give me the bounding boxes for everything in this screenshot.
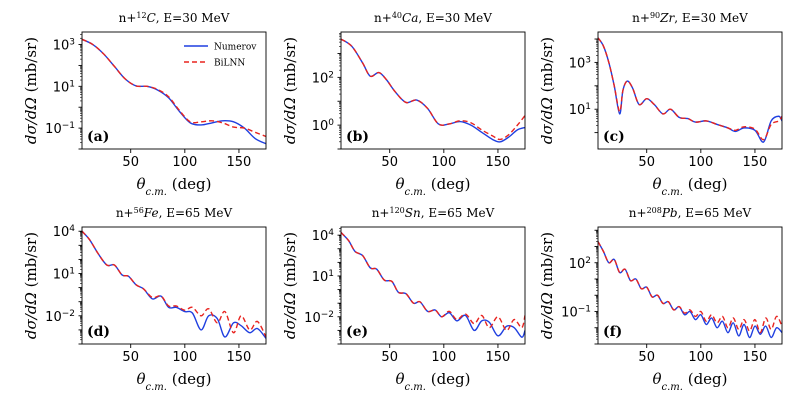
y-tick-label: 10−1 [45, 121, 75, 137]
x-tick-label: 150 [227, 350, 252, 365]
plot-frame [81, 31, 267, 150]
panel-title: n+56Fe, E=65 MeV [116, 206, 233, 221]
x-axis-label: θc.m. (deg) [136, 370, 211, 393]
panel-tag: (a) [87, 129, 109, 145]
series-bilnn-line [598, 241, 782, 334]
panel-tag: (c) [603, 129, 625, 145]
x-tick-label: 100 [688, 350, 713, 365]
series-numerov-line [341, 231, 525, 338]
panel-e: n+120Sn, E=65 MeV 50 100 150 104 101 10−2 θc.m.… [281, 206, 526, 393]
series-numerov-line [82, 38, 266, 145]
panel-c: n+90Zr, E=30 MeV 50 100 150 103 101 θc.m. (deg… [538, 11, 783, 198]
panel-title: n+40Ca, E=30 MeV [374, 11, 492, 26]
x-tick-label: 150 [743, 155, 768, 170]
y-tick-label: 104 [53, 224, 76, 240]
y-axis-label: dσ/dΩ (mb/sr) [22, 232, 40, 339]
series-bilnn-line [598, 37, 782, 141]
series-numerov-line [598, 37, 782, 143]
x-tick-label: 50 [381, 350, 398, 365]
y-tick-label: 101 [53, 267, 75, 283]
panel-tag: (f) [603, 324, 622, 340]
y-tick-label: 101 [53, 79, 75, 95]
y-axis-label: dσ/dΩ (mb/sr) [22, 37, 40, 144]
x-tick-label: 150 [486, 350, 511, 365]
y-tick-label: 102 [312, 70, 334, 86]
panel-title: n+12C, E=30 MeV [119, 11, 230, 26]
plot-frame [340, 226, 526, 345]
panel-tag: (d) [87, 324, 110, 340]
panel-tag: (e) [346, 324, 368, 340]
y-tick-label: 104 [312, 228, 335, 244]
series-bilnn-line [82, 38, 266, 138]
plot-frame [597, 31, 783, 150]
legend-label-numerov: Numerov [214, 43, 257, 53]
x-tick-label: 100 [431, 155, 456, 170]
plot-frame [81, 226, 267, 345]
x-tick-label: 150 [227, 155, 252, 170]
panel-title: n+90Zr, E=30 MeV [632, 11, 748, 26]
x-tick-label: 100 [431, 350, 456, 365]
y-tick-label: 103 [53, 38, 75, 54]
y-axis-label: dσ/dΩ (mb/sr) [281, 37, 299, 144]
panel-title: n+120Sn, E=65 MeV [372, 206, 495, 221]
legend-label-bilnn: BiLNN [214, 59, 245, 69]
panel-a: n+12C, E=30 MeV 50 100 150 103 101 10−1 θc.m. (… [22, 11, 267, 198]
series-bilnn-line [341, 38, 525, 141]
y-tick-label: 10−2 [45, 309, 75, 325]
legend: Numerov BiLNN [184, 43, 257, 69]
x-axis-label: θc.m. (deg) [136, 175, 211, 198]
x-tick-label: 150 [743, 350, 768, 365]
x-tick-label: 50 [638, 155, 655, 170]
series-bilnn-line [82, 230, 266, 338]
x-tick-label: 100 [172, 155, 197, 170]
x-tick-label: 50 [122, 350, 139, 365]
y-axis-label: dσ/dΩ (mb/sr) [538, 232, 556, 339]
panel-b: n+40Ca, E=30 MeV 50 100 150 102 100 θc.m. (deg… [281, 11, 526, 198]
y-axis-label: dσ/dΩ (mb/sr) [538, 37, 556, 144]
y-tick-label: 10−1 [561, 305, 591, 321]
series-numerov-line [598, 241, 782, 339]
series-numerov-line [341, 38, 525, 143]
y-tick-label: 101 [312, 269, 334, 285]
y-tick-label: 10−2 [304, 310, 334, 326]
y-tick-label: 102 [569, 256, 591, 272]
panel-f: n+208Pb, E=65 MeV 50 100 150 102 10−1 θc.m. (d… [538, 206, 783, 393]
x-tick-label: 100 [688, 155, 713, 170]
x-tick-label: 50 [122, 155, 139, 170]
y-tick-label: 101 [569, 102, 591, 118]
x-axis-label: θc.m. (deg) [652, 175, 727, 198]
x-axis-label: θc.m. (deg) [652, 370, 727, 393]
y-tick-label: 103 [569, 55, 591, 71]
series-bilnn-line [341, 231, 525, 332]
panel-title: n+208Pb, E=65 MeV [629, 206, 752, 221]
x-axis-label: θc.m. (deg) [395, 175, 470, 198]
x-tick-label: 150 [486, 155, 511, 170]
panel-tag: (b) [346, 129, 369, 145]
panel-d: n+56Fe, E=65 MeV 50 100 150 104 101 10−2 θc.m. … [22, 206, 267, 393]
x-tick-label: 50 [381, 155, 398, 170]
x-axis-label: θc.m. (deg) [395, 370, 470, 393]
x-tick-label: 100 [172, 350, 197, 365]
x-tick-label: 50 [638, 350, 655, 365]
series-numerov-line [82, 230, 266, 339]
y-tick-label: 100 [312, 118, 335, 134]
plot-frame [340, 31, 526, 150]
y-axis-label: dσ/dΩ (mb/sr) [281, 232, 299, 339]
